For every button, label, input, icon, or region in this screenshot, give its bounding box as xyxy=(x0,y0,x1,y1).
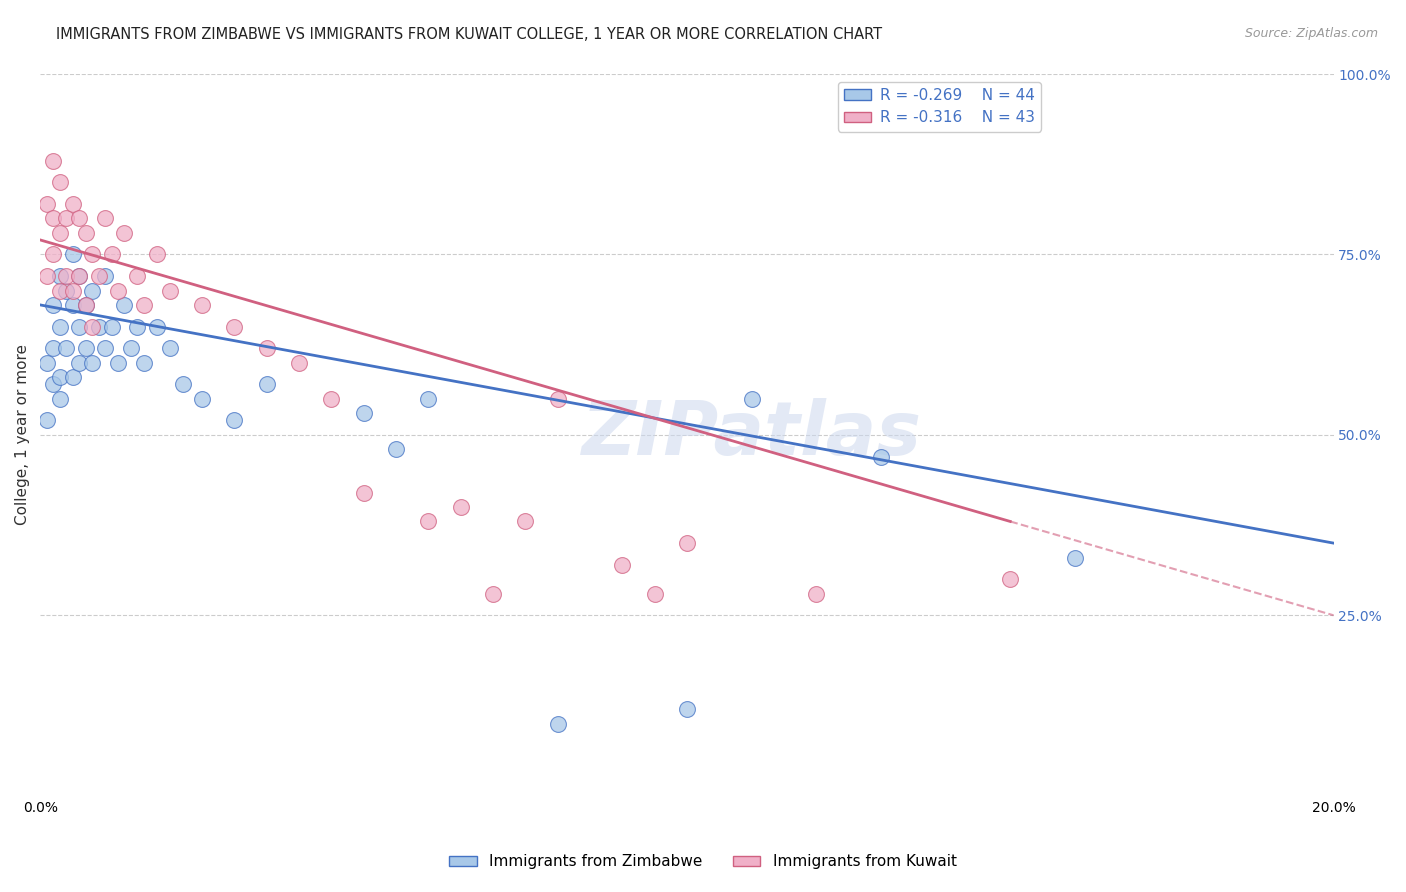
Point xyxy=(75,226,97,240)
Point xyxy=(676,702,699,716)
Point xyxy=(353,485,375,500)
Point xyxy=(100,319,122,334)
Point xyxy=(100,247,122,261)
Point xyxy=(42,211,65,226)
Point xyxy=(82,284,104,298)
Point xyxy=(676,536,699,550)
Point xyxy=(353,406,375,420)
Point xyxy=(49,319,72,334)
Point xyxy=(35,197,58,211)
Point xyxy=(62,247,84,261)
Point xyxy=(67,319,90,334)
Point xyxy=(191,392,214,406)
Point xyxy=(67,211,90,226)
Point xyxy=(172,377,194,392)
Point xyxy=(42,377,65,392)
Point xyxy=(87,319,110,334)
Point xyxy=(256,341,278,355)
Point xyxy=(67,269,90,284)
Point xyxy=(49,269,72,284)
Point xyxy=(94,341,117,355)
Point xyxy=(42,153,65,168)
Y-axis label: College, 1 year or more: College, 1 year or more xyxy=(15,344,30,525)
Point xyxy=(42,298,65,312)
Point xyxy=(159,341,181,355)
Point xyxy=(1000,572,1022,586)
Point xyxy=(75,341,97,355)
Point xyxy=(612,558,634,572)
Point xyxy=(870,450,893,464)
Point xyxy=(55,211,77,226)
Point xyxy=(67,356,90,370)
Point xyxy=(159,284,181,298)
Point xyxy=(547,716,569,731)
Point xyxy=(741,392,763,406)
Point xyxy=(55,284,77,298)
Point xyxy=(49,226,72,240)
Point xyxy=(82,319,104,334)
Point xyxy=(418,392,440,406)
Point xyxy=(82,356,104,370)
Point xyxy=(114,226,136,240)
Point xyxy=(224,413,246,427)
Point xyxy=(107,284,129,298)
Text: Source: ZipAtlas.com: Source: ZipAtlas.com xyxy=(1244,27,1378,40)
Point xyxy=(55,269,77,284)
Point xyxy=(75,298,97,312)
Point xyxy=(132,298,155,312)
Legend: R = -0.269    N = 44, R = -0.316    N = 43: R = -0.269 N = 44, R = -0.316 N = 43 xyxy=(838,82,1042,131)
Point xyxy=(49,392,72,406)
Point xyxy=(75,298,97,312)
Point xyxy=(62,284,84,298)
Point xyxy=(94,269,117,284)
Point xyxy=(62,298,84,312)
Point xyxy=(62,370,84,384)
Point xyxy=(132,356,155,370)
Text: IMMIGRANTS FROM ZIMBABWE VS IMMIGRANTS FROM KUWAIT COLLEGE, 1 YEAR OR MORE CORRE: IMMIGRANTS FROM ZIMBABWE VS IMMIGRANTS F… xyxy=(56,27,883,42)
Point xyxy=(114,298,136,312)
Point xyxy=(321,392,343,406)
Point xyxy=(644,587,666,601)
Point xyxy=(49,284,72,298)
Point xyxy=(35,413,58,427)
Point xyxy=(87,269,110,284)
Point xyxy=(450,500,472,514)
Point xyxy=(62,197,84,211)
Point xyxy=(55,341,77,355)
Point xyxy=(385,442,408,457)
Point xyxy=(515,515,537,529)
Point xyxy=(146,319,169,334)
Point xyxy=(806,587,828,601)
Point xyxy=(127,319,149,334)
Point xyxy=(35,356,58,370)
Point xyxy=(127,269,149,284)
Point xyxy=(146,247,169,261)
Point xyxy=(1064,550,1087,565)
Point xyxy=(49,370,72,384)
Point xyxy=(418,515,440,529)
Legend: Immigrants from Zimbabwe, Immigrants from Kuwait: Immigrants from Zimbabwe, Immigrants fro… xyxy=(443,848,963,875)
Point xyxy=(547,392,569,406)
Point xyxy=(82,247,104,261)
Point xyxy=(42,341,65,355)
Point xyxy=(191,298,214,312)
Point xyxy=(224,319,246,334)
Point xyxy=(94,211,117,226)
Point xyxy=(120,341,142,355)
Point xyxy=(256,377,278,392)
Point xyxy=(67,269,90,284)
Point xyxy=(42,247,65,261)
Point xyxy=(35,269,58,284)
Point xyxy=(482,587,505,601)
Point xyxy=(288,356,311,370)
Point xyxy=(107,356,129,370)
Text: ZIPatlas: ZIPatlas xyxy=(582,399,921,471)
Point xyxy=(49,175,72,189)
